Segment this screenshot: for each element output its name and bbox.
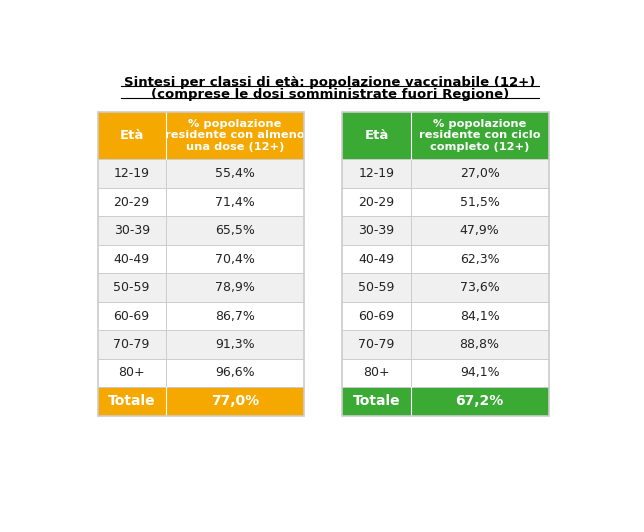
Text: 86,7%: 86,7% xyxy=(215,310,254,322)
Bar xyxy=(343,112,549,159)
Bar xyxy=(343,159,549,188)
Bar xyxy=(343,112,549,415)
Text: 55,4%: 55,4% xyxy=(215,167,254,180)
Text: 50-59: 50-59 xyxy=(113,281,150,294)
Bar xyxy=(97,273,304,302)
Text: 88,8%: 88,8% xyxy=(460,338,500,351)
Text: 12-19: 12-19 xyxy=(359,167,395,180)
Text: 65,5%: 65,5% xyxy=(215,224,254,237)
Text: % popolazione
residente con almeno
una dose (12+): % popolazione residente con almeno una d… xyxy=(165,119,305,152)
Text: 80+: 80+ xyxy=(118,367,145,379)
Text: 51,5%: 51,5% xyxy=(460,196,500,209)
Text: 96,6%: 96,6% xyxy=(215,367,254,379)
Text: 91,3%: 91,3% xyxy=(215,338,254,351)
Text: 77,0%: 77,0% xyxy=(211,395,259,409)
Bar xyxy=(343,217,549,245)
Text: Età: Età xyxy=(365,129,389,142)
Text: 30-39: 30-39 xyxy=(113,224,149,237)
Text: Età: Età xyxy=(120,129,144,142)
Bar xyxy=(343,188,549,217)
Text: 20-29: 20-29 xyxy=(113,196,149,209)
Bar xyxy=(97,112,304,415)
Text: 84,1%: 84,1% xyxy=(460,310,500,322)
Bar xyxy=(343,245,549,273)
Text: 71,4%: 71,4% xyxy=(215,196,254,209)
Text: 20-29: 20-29 xyxy=(359,196,395,209)
Text: 30-39: 30-39 xyxy=(359,224,395,237)
Text: 40-49: 40-49 xyxy=(113,253,149,265)
Text: 70-79: 70-79 xyxy=(358,338,395,351)
Bar xyxy=(97,112,304,159)
Text: 70,4%: 70,4% xyxy=(215,253,254,265)
Text: 67,2%: 67,2% xyxy=(455,395,504,409)
Bar xyxy=(343,330,549,359)
Bar xyxy=(97,159,304,188)
Bar xyxy=(97,359,304,387)
Bar xyxy=(343,302,549,330)
Text: 27,0%: 27,0% xyxy=(460,167,500,180)
Text: 47,9%: 47,9% xyxy=(460,224,500,237)
Bar xyxy=(97,302,304,330)
Text: 12-19: 12-19 xyxy=(113,167,149,180)
Bar xyxy=(97,330,304,359)
Text: 60-69: 60-69 xyxy=(359,310,395,322)
Text: (comprese le dosi somministrate fuori Regione): (comprese le dosi somministrate fuori Re… xyxy=(151,88,509,102)
Bar xyxy=(97,217,304,245)
Bar xyxy=(97,245,304,273)
Text: 73,6%: 73,6% xyxy=(460,281,500,294)
Bar xyxy=(343,387,549,415)
Text: % popolazione
residente con ciclo
completo (12+): % popolazione residente con ciclo comple… xyxy=(419,119,540,152)
Text: 80+: 80+ xyxy=(363,367,390,379)
Text: 50-59: 50-59 xyxy=(358,281,395,294)
Text: 40-49: 40-49 xyxy=(359,253,395,265)
Bar xyxy=(97,387,304,415)
Bar xyxy=(343,273,549,302)
Text: 70-79: 70-79 xyxy=(113,338,150,351)
Text: 60-69: 60-69 xyxy=(113,310,149,322)
Text: 62,3%: 62,3% xyxy=(460,253,500,265)
Text: Totale: Totale xyxy=(353,395,401,409)
Bar xyxy=(97,188,304,217)
Text: 94,1%: 94,1% xyxy=(460,367,500,379)
Text: Sintesi per classi di età: popolazione vaccinabile (12+): Sintesi per classi di età: popolazione v… xyxy=(124,76,536,89)
Text: 78,9%: 78,9% xyxy=(215,281,254,294)
Text: Totale: Totale xyxy=(108,395,155,409)
Bar xyxy=(343,359,549,387)
